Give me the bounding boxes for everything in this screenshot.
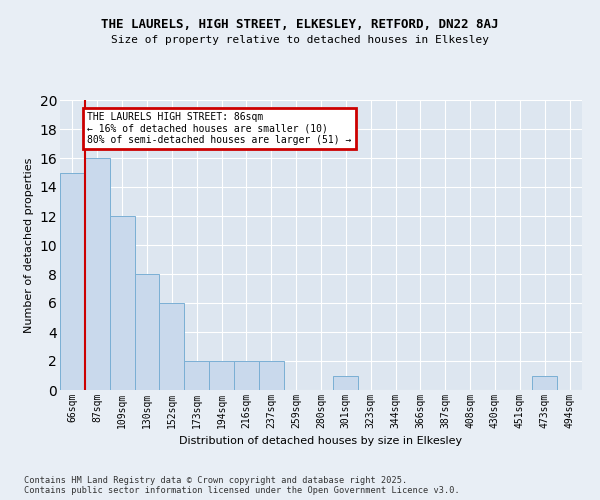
Text: THE LAURELS HIGH STREET: 86sqm
← 16% of detached houses are smaller (10)
80% of : THE LAURELS HIGH STREET: 86sqm ← 16% of … — [88, 112, 352, 145]
Bar — [209, 361, 234, 390]
Text: Size of property relative to detached houses in Elkesley: Size of property relative to detached ho… — [111, 35, 489, 45]
Bar — [134, 274, 160, 390]
Y-axis label: Number of detached properties: Number of detached properties — [24, 158, 34, 332]
Bar — [160, 303, 184, 390]
Bar — [259, 361, 284, 390]
Bar — [334, 376, 358, 390]
Bar — [60, 172, 85, 390]
Bar — [532, 376, 557, 390]
Bar — [184, 361, 209, 390]
X-axis label: Distribution of detached houses by size in Elkesley: Distribution of detached houses by size … — [179, 436, 463, 446]
Bar — [85, 158, 110, 390]
Bar — [234, 361, 259, 390]
Bar — [110, 216, 134, 390]
Text: Contains HM Land Registry data © Crown copyright and database right 2025.
Contai: Contains HM Land Registry data © Crown c… — [24, 476, 460, 495]
Text: THE LAURELS, HIGH STREET, ELKESLEY, RETFORD, DN22 8AJ: THE LAURELS, HIGH STREET, ELKESLEY, RETF… — [101, 18, 499, 30]
